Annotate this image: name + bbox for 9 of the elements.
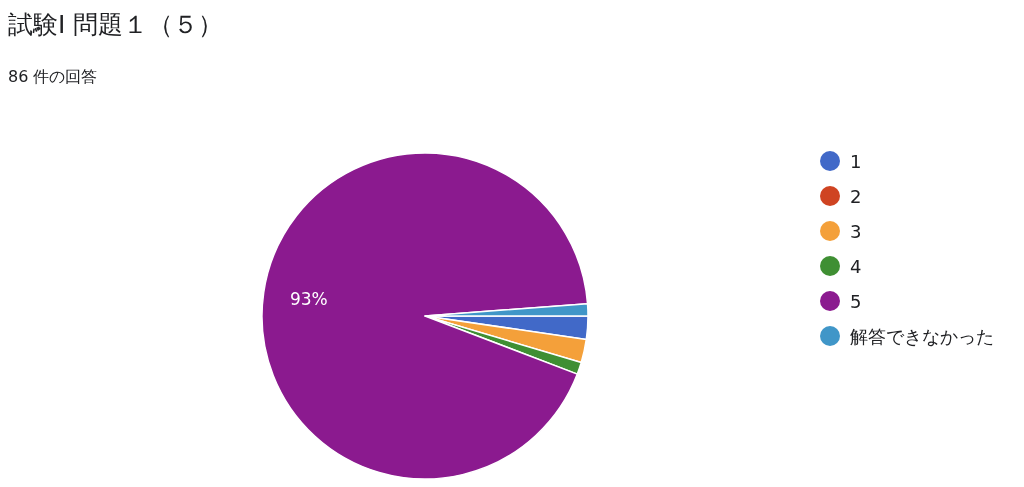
text: 86 件の回答 (8, 67, 98, 86)
legend-label: 4 (850, 256, 862, 277)
legend-label: 1 (850, 151, 862, 172)
legend-label: 解答できなかった (850, 326, 994, 347)
legend-label: 3 (850, 221, 862, 242)
legend-label: 2 (850, 186, 862, 207)
data-label: 93% (289, 289, 328, 310)
legend-label: 5 (850, 291, 862, 312)
chart-title: 試験Ⅰ 問題１（５） (8, 10, 224, 39)
